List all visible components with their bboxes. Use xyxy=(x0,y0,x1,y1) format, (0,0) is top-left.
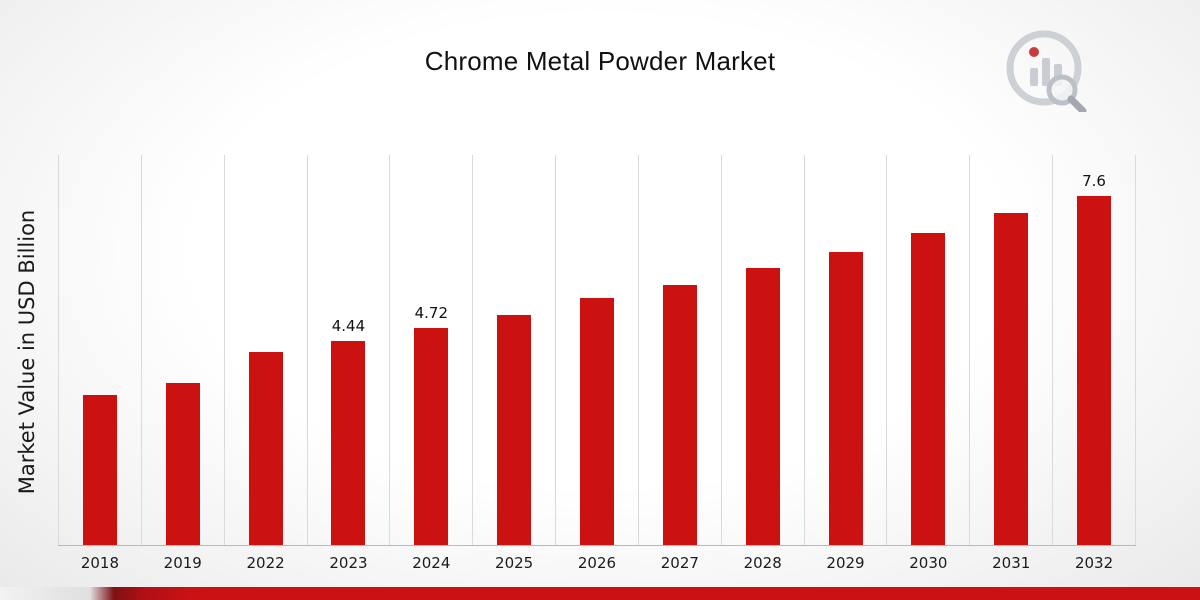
x-tick-label: 2028 xyxy=(743,554,782,572)
chart-title: Chrome Metal Powder Market xyxy=(424,46,776,76)
plot-area: 2018 2019 2022 4.44 2023 4.72 2024 2025 2026 2027… xyxy=(58,155,1136,572)
bar-2028 xyxy=(745,268,780,545)
bar-2031 xyxy=(994,213,1029,545)
bar-2032 xyxy=(1077,196,1112,545)
bar-value-label: 7.6 xyxy=(1082,172,1106,191)
x-tick-label: 2031 xyxy=(992,554,1031,572)
category-column: 2027 xyxy=(639,155,722,572)
category-column: 7.6 2032 xyxy=(1053,155,1136,572)
category-column: 4.44 2023 xyxy=(308,155,391,572)
bar-2024 xyxy=(414,328,449,545)
bar-2030 xyxy=(911,233,946,545)
x-tick-label: 2022 xyxy=(246,554,285,572)
x-tick-label: 2025 xyxy=(495,554,534,572)
category-column: 2030 xyxy=(887,155,971,572)
category-column: 2031 xyxy=(970,155,1054,572)
x-tick-label: 2018 xyxy=(80,554,120,572)
bar-2022 xyxy=(248,352,283,545)
market-research-logo-icon xyxy=(1004,28,1088,115)
x-tick-label: 2019 xyxy=(163,554,202,572)
category-column: 2029 xyxy=(805,155,888,572)
x-tick-label: 2032 xyxy=(1074,554,1114,572)
bar-value-label: 4.72 xyxy=(414,304,448,323)
x-tick-label: 2026 xyxy=(577,554,617,572)
bar-2026 xyxy=(579,298,614,545)
category-column: 2018 xyxy=(58,155,142,572)
bar-2025 xyxy=(497,315,532,545)
bar-2018 xyxy=(82,394,117,545)
category-column: 2028 xyxy=(722,155,805,572)
category-column: 2025 xyxy=(473,155,557,572)
bar-value-label: 4.44 xyxy=(331,317,366,336)
x-tick-label: 2029 xyxy=(826,554,865,572)
bar-2029 xyxy=(828,251,863,545)
category-column: 2022 xyxy=(225,155,308,572)
x-tick-label: 2023 xyxy=(329,554,368,572)
category-column: 4.72 2024 xyxy=(390,155,474,572)
bar-2023 xyxy=(331,341,366,545)
category-column: 2019 xyxy=(142,155,225,572)
category-column: 2026 xyxy=(556,155,639,572)
bar-2019 xyxy=(165,383,200,545)
bar-2027 xyxy=(662,285,697,545)
footer-accent-strip xyxy=(0,587,1200,600)
x-tick-label: 2030 xyxy=(909,554,948,572)
x-tick-label: 2024 xyxy=(412,554,451,572)
x-tick-label: 2027 xyxy=(660,554,699,572)
y-axis-label: Market Value in USD Billion xyxy=(15,209,39,495)
